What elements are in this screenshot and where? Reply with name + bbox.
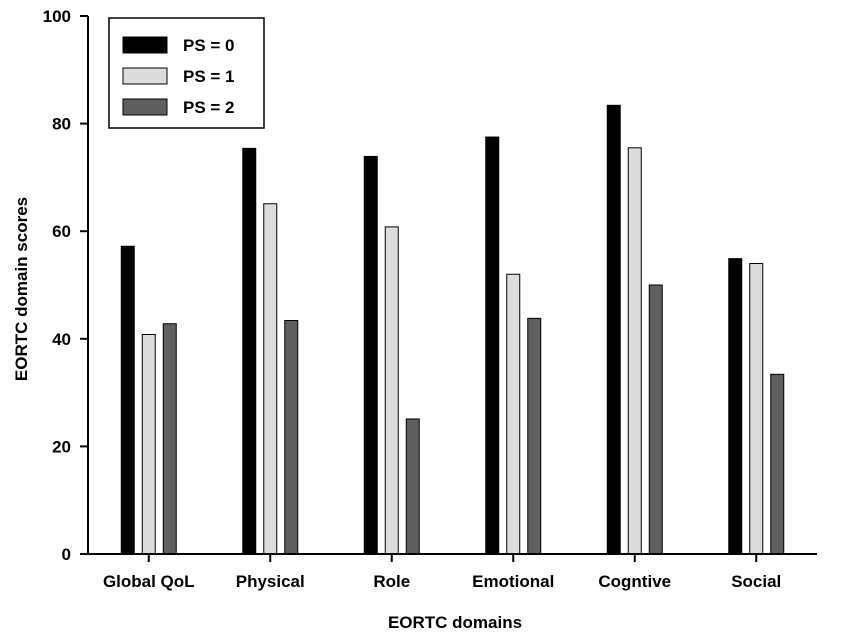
bar-physical-series-2 bbox=[284, 320, 299, 555]
bar-emotional-series-1 bbox=[506, 273, 521, 555]
y-tick-label: 0 bbox=[62, 545, 71, 564]
legend-label: PS = 0 bbox=[183, 36, 235, 55]
y-axis-label: EORTC domain scores bbox=[12, 197, 31, 381]
legend-swatch bbox=[122, 98, 168, 116]
bar-cogntive-series-1 bbox=[627, 147, 642, 555]
bar-social-series-1 bbox=[749, 262, 764, 555]
x-axis-ticks: Global QoL Physical Role Emotional Cogntive S… bbox=[103, 554, 781, 591]
legend-swatch bbox=[122, 67, 168, 85]
y-tick-label: 100 bbox=[43, 7, 71, 26]
bar-role-series-2 bbox=[405, 418, 420, 555]
bar-global-qol-series-1 bbox=[141, 333, 156, 555]
bar-emotional-series-2 bbox=[527, 317, 542, 555]
plot-area bbox=[120, 104, 785, 555]
bar-social-series-0 bbox=[728, 258, 743, 555]
bar-global-qol-series-0 bbox=[120, 245, 135, 555]
bar-role-series-0 bbox=[363, 155, 378, 555]
y-tick-label: 60 bbox=[52, 222, 71, 241]
bar-global-qol-series-2 bbox=[162, 323, 177, 555]
bar-social-series-2 bbox=[770, 373, 785, 555]
x-tick-label: Social bbox=[731, 572, 781, 591]
bar-cogntive-series-0 bbox=[606, 104, 621, 555]
bar-physical-series-1 bbox=[263, 203, 278, 555]
y-tick-label: 80 bbox=[52, 115, 71, 134]
y-tick-label: 20 bbox=[52, 437, 71, 456]
bar-physical-series-0 bbox=[242, 147, 257, 555]
bar-role-series-1 bbox=[384, 226, 399, 555]
x-tick-label: Role bbox=[373, 572, 410, 591]
x-tick-label: Emotional bbox=[472, 572, 554, 591]
bar-emotional-series-0 bbox=[485, 136, 500, 555]
legend: PS = 0 PS = 1 PS = 2 bbox=[108, 17, 265, 129]
x-tick-label: Physical bbox=[236, 572, 305, 591]
y-tick-label: 40 bbox=[52, 330, 71, 349]
legend-label: PS = 1 bbox=[183, 67, 235, 86]
x-tick-label: Cogntive bbox=[598, 572, 671, 591]
legend-swatch bbox=[122, 36, 168, 54]
legend-label: PS = 2 bbox=[183, 98, 235, 117]
x-axis-label: EORTC domains bbox=[388, 613, 522, 632]
y-axis-ticks: 0 20 40 60 80 100 bbox=[43, 7, 88, 564]
x-tick-label: Global QoL bbox=[103, 572, 195, 591]
bar-cogntive-series-2 bbox=[648, 284, 663, 555]
